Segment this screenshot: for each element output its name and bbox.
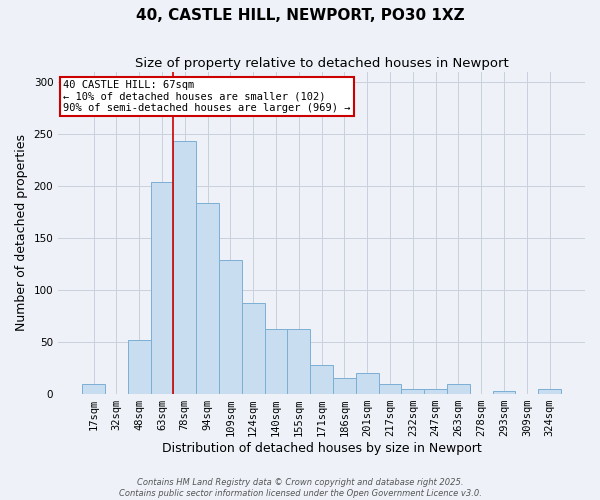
Bar	[538, 389, 561, 394]
Text: Contains HM Land Registry data © Crown copyright and database right 2025.
Contai: Contains HM Land Registry data © Crown c…	[119, 478, 481, 498]
Bar	[401, 389, 424, 394]
Bar	[196, 202, 219, 394]
Y-axis label: Number of detached properties: Number of detached properties	[15, 134, 28, 332]
Bar	[265, 328, 287, 394]
Bar	[333, 378, 356, 394]
Bar	[82, 384, 105, 394]
Bar	[287, 328, 310, 394]
X-axis label: Distribution of detached houses by size in Newport: Distribution of detached houses by size …	[162, 442, 481, 455]
Text: 40 CASTLE HILL: 67sqm
← 10% of detached houses are smaller (102)
90% of semi-det: 40 CASTLE HILL: 67sqm ← 10% of detached …	[64, 80, 351, 113]
Bar	[219, 260, 242, 394]
Bar	[128, 340, 151, 394]
Title: Size of property relative to detached houses in Newport: Size of property relative to detached ho…	[135, 58, 508, 70]
Bar	[356, 374, 379, 394]
Bar	[310, 365, 333, 394]
Bar	[242, 302, 265, 394]
Bar	[151, 182, 173, 394]
Bar	[447, 384, 470, 394]
Bar	[493, 391, 515, 394]
Text: 40, CASTLE HILL, NEWPORT, PO30 1XZ: 40, CASTLE HILL, NEWPORT, PO30 1XZ	[136, 8, 464, 22]
Bar	[173, 142, 196, 394]
Bar	[379, 384, 401, 394]
Bar	[424, 389, 447, 394]
